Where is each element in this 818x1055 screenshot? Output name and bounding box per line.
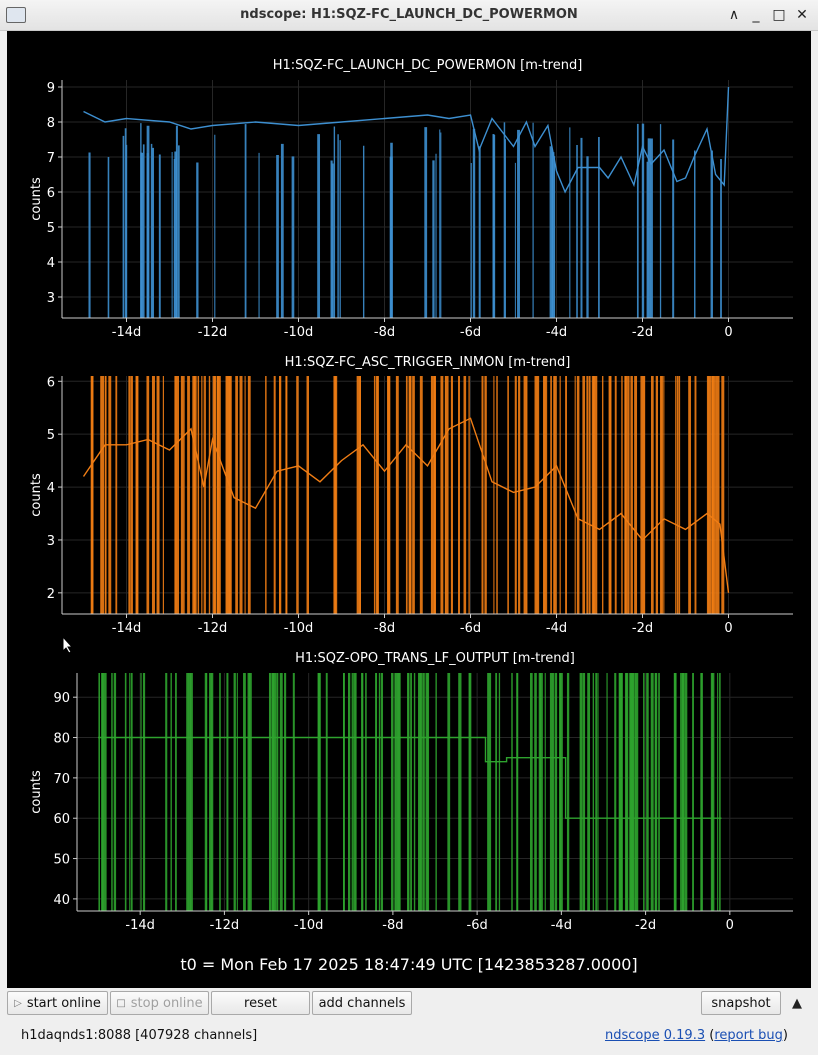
chart-3[interactable]: 40 50 60 70 80 90 -14d -12d -10d -8d -6d -4d -2d 0 H1:… [29, 651, 793, 933]
y-tick-label: 5 [47, 221, 55, 236]
add-channels-label: add channels [318, 995, 406, 1011]
chart-1[interactable]: 3 4 5 6 7 8 9 -14d -12d -10d -8d -6d -4d -2d 0 H1:SQZ-F… [29, 58, 793, 340]
y-tick-label: 4 [47, 481, 55, 496]
x-tick-label: -14d [112, 621, 142, 636]
y-tick-label: 60 [53, 812, 70, 827]
chart-2[interactable]: 2 3 4 5 6 -14d -12d -10d -8d -6d -4d -2d 0 H1:SQZ-FC_… [29, 355, 793, 636]
x-tick-label: -4d [551, 918, 572, 933]
start-online-label: start online [26, 995, 101, 1011]
y-tick-label: 70 [53, 772, 70, 787]
maximize-window-icon[interactable]: □ [772, 7, 786, 23]
x-tick-label: -2d [632, 621, 653, 636]
chart-title: H1:SQZ-OPO_TRANS_LF_OUTPUT [m-trend] [295, 651, 575, 666]
x-tick-label: 0 [724, 621, 732, 636]
plot-area[interactable]: 3 4 5 6 7 8 9 -14d -12d -10d -8d -6d -4d -2d 0 H1:SQZ-F… [7, 31, 811, 988]
y-tick-label: 6 [47, 186, 55, 201]
y-tick-label: 5 [47, 428, 55, 443]
x-tick-label: -2d [632, 325, 653, 340]
x-tick-label: -12d [210, 918, 240, 933]
y-tick-label: 50 [53, 853, 70, 868]
y-axis-label: counts [29, 177, 44, 221]
version-link[interactable]: 0.19.3 [663, 1028, 706, 1043]
x-tick-label: -8d [382, 918, 403, 933]
y-axis-label: counts [29, 473, 44, 517]
x-tick-label: -10d [294, 918, 324, 933]
snapshot-label: snapshot [711, 995, 771, 1011]
minimize-window-icon[interactable]: _ [752, 7, 760, 23]
y-tick-label: 80 [53, 732, 70, 747]
y-tick-label: 7 [47, 151, 55, 166]
play-icon: ▷ [14, 997, 22, 1009]
series-line [82, 417, 730, 593]
stop-icon: □ [116, 997, 126, 1009]
x-tick-label: -6d [460, 325, 481, 340]
y-tick-label: 8 [47, 116, 55, 131]
trend-dropouts [98, 673, 721, 911]
snapshot-button[interactable]: snapshot [701, 991, 781, 1015]
y-axis-label: counts [29, 770, 44, 814]
x-tick-label: -12d [198, 621, 228, 636]
reset-label: reset [244, 995, 277, 1011]
y-tick-label: 4 [47, 256, 55, 271]
y-tick-label: 9 [47, 81, 55, 96]
y-tick-label: 2 [47, 587, 55, 602]
x-tick-label: -8d [374, 621, 395, 636]
x-tick-label: -10d [284, 621, 314, 636]
server-status: h1daqnds1:8088 [407928 channels] [21, 1028, 258, 1043]
app-info: ndscope 0.19.3 (report bug) [604, 1028, 788, 1043]
y-tick-label: 3 [47, 291, 55, 306]
series-line [98, 736, 722, 819]
collapse-arrow-icon[interactable]: ▲ [792, 996, 802, 1011]
series-line [83, 86, 730, 194]
trend-dropouts [88, 122, 722, 318]
add-channels-button[interactable]: add channels [312, 991, 412, 1015]
app-window-icon[interactable] [6, 7, 26, 23]
x-tick-label: 0 [726, 918, 734, 933]
y-tick-label: 3 [47, 534, 55, 549]
x-tick-label: -8d [374, 325, 395, 340]
ndscope-link[interactable]: ndscope [604, 1028, 660, 1043]
close-window-icon[interactable]: ✕ [796, 7, 808, 23]
x-tick-label: -4d [546, 621, 567, 636]
shade-window-icon[interactable]: ∧ [728, 7, 740, 23]
report-bug-link[interactable]: report bug [714, 1028, 783, 1043]
x-tick-label: -10d [284, 325, 314, 340]
x-tick-label: 0 [724, 325, 732, 340]
x-tick-label: -14d [125, 918, 155, 933]
chart-title: H1:SQZ-FC_ASC_TRIGGER_INMON [m-trend] [285, 355, 571, 370]
y-tick-label: 6 [47, 375, 55, 390]
x-tick-label: -2d [635, 918, 656, 933]
window-titlebar: ndscope: H1:SQZ-FC_LAUNCH_DC_POWERMON ∧ … [0, 0, 818, 31]
stop-online-label: stop online [130, 995, 203, 1011]
toolbar: ▷ start online □ stop online reset add c… [0, 989, 818, 1021]
x-tick-label: -6d [467, 918, 488, 933]
x-tick-label: -4d [546, 325, 567, 340]
reset-button[interactable]: reset [211, 991, 310, 1015]
status-bar: h1daqnds1:8088 [407928 channels] ndscope… [0, 1022, 818, 1055]
x-tick-label: -12d [198, 325, 228, 340]
t0-label: t0 = Mon Feb 17 2025 18:47:49 UTC [14238… [180, 955, 637, 974]
x-tick-label: -6d [460, 621, 481, 636]
y-tick-label: 90 [53, 691, 70, 706]
trend-dropouts [90, 376, 725, 614]
x-tick-label: -14d [112, 325, 142, 340]
y-tick-label: 40 [53, 893, 70, 908]
chart-title: H1:SQZ-FC_LAUNCH_DC_POWERMON [m-trend] [273, 58, 583, 73]
stop-online-button[interactable]: □ stop online [110, 991, 209, 1015]
plots-canvas[interactable]: 3 4 5 6 7 8 9 -14d -12d -10d -8d -6d -4d -2d 0 H1:SQZ-F… [7, 31, 811, 988]
start-online-button[interactable]: ▷ start online [7, 991, 108, 1015]
window-title: ndscope: H1:SQZ-FC_LAUNCH_DC_POWERMON [240, 7, 578, 22]
